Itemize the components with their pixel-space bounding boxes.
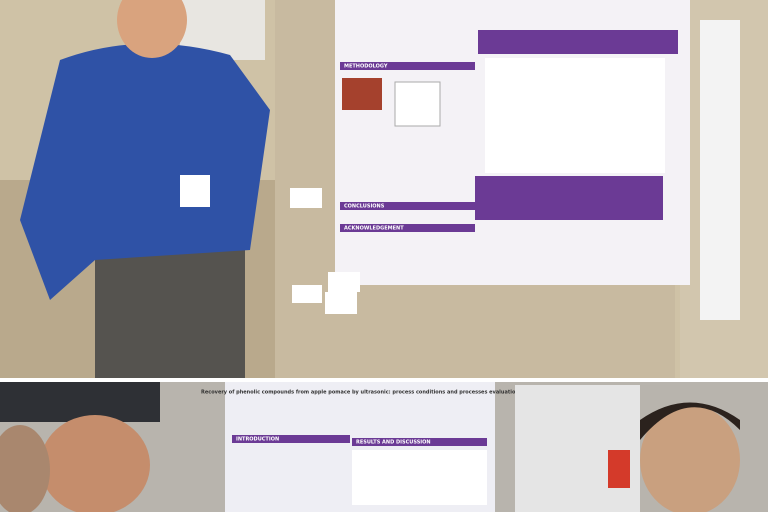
poster-right bbox=[700, 20, 740, 320]
poster-heading: RESULTS AND DISCUSSION bbox=[356, 440, 431, 446]
note bbox=[292, 285, 322, 303]
divider bbox=[0, 378, 768, 382]
badge bbox=[180, 175, 210, 207]
poster-heading: METHODOLOGY bbox=[344, 64, 388, 70]
poster-heading: CONCLUSIONS bbox=[344, 204, 385, 210]
poster-heading-bg bbox=[340, 224, 475, 232]
top-photo: METHODOLOGY CONCLUSIONS ACKNOWLEDGEMENT bbox=[0, 0, 768, 380]
person-head bbox=[117, 0, 187, 58]
poster-image bbox=[342, 78, 382, 110]
poster-heading: ACKNOWLEDGEMENT bbox=[344, 226, 404, 232]
person-face bbox=[40, 415, 150, 515]
poster-diagram bbox=[394, 81, 441, 127]
poster-heading-bg bbox=[352, 438, 487, 446]
person-face bbox=[0, 425, 50, 515]
poster-board bbox=[515, 385, 640, 512]
poster-chart bbox=[485, 58, 665, 173]
poster-heading: INTRODUCTION bbox=[236, 437, 279, 443]
bottom-photo: Recovery of phenolic compounds from appl… bbox=[0, 382, 768, 515]
ceiling bbox=[0, 382, 160, 422]
person-face bbox=[640, 405, 740, 515]
poster-heading-bg bbox=[340, 62, 475, 70]
poster-heading-bg bbox=[232, 435, 350, 443]
person-shirt bbox=[20, 43, 270, 301]
person-trousers bbox=[95, 250, 245, 380]
poster-band bbox=[475, 176, 663, 220]
sign bbox=[608, 450, 630, 488]
poster-chart bbox=[352, 450, 487, 505]
note bbox=[290, 188, 322, 208]
poster-heading-bg bbox=[340, 202, 475, 210]
note bbox=[328, 272, 360, 292]
person-hair bbox=[640, 402, 740, 440]
poster-band bbox=[478, 30, 678, 54]
poster-title: Recovery of phenolic compounds from appl… bbox=[201, 390, 519, 396]
note bbox=[325, 292, 357, 314]
